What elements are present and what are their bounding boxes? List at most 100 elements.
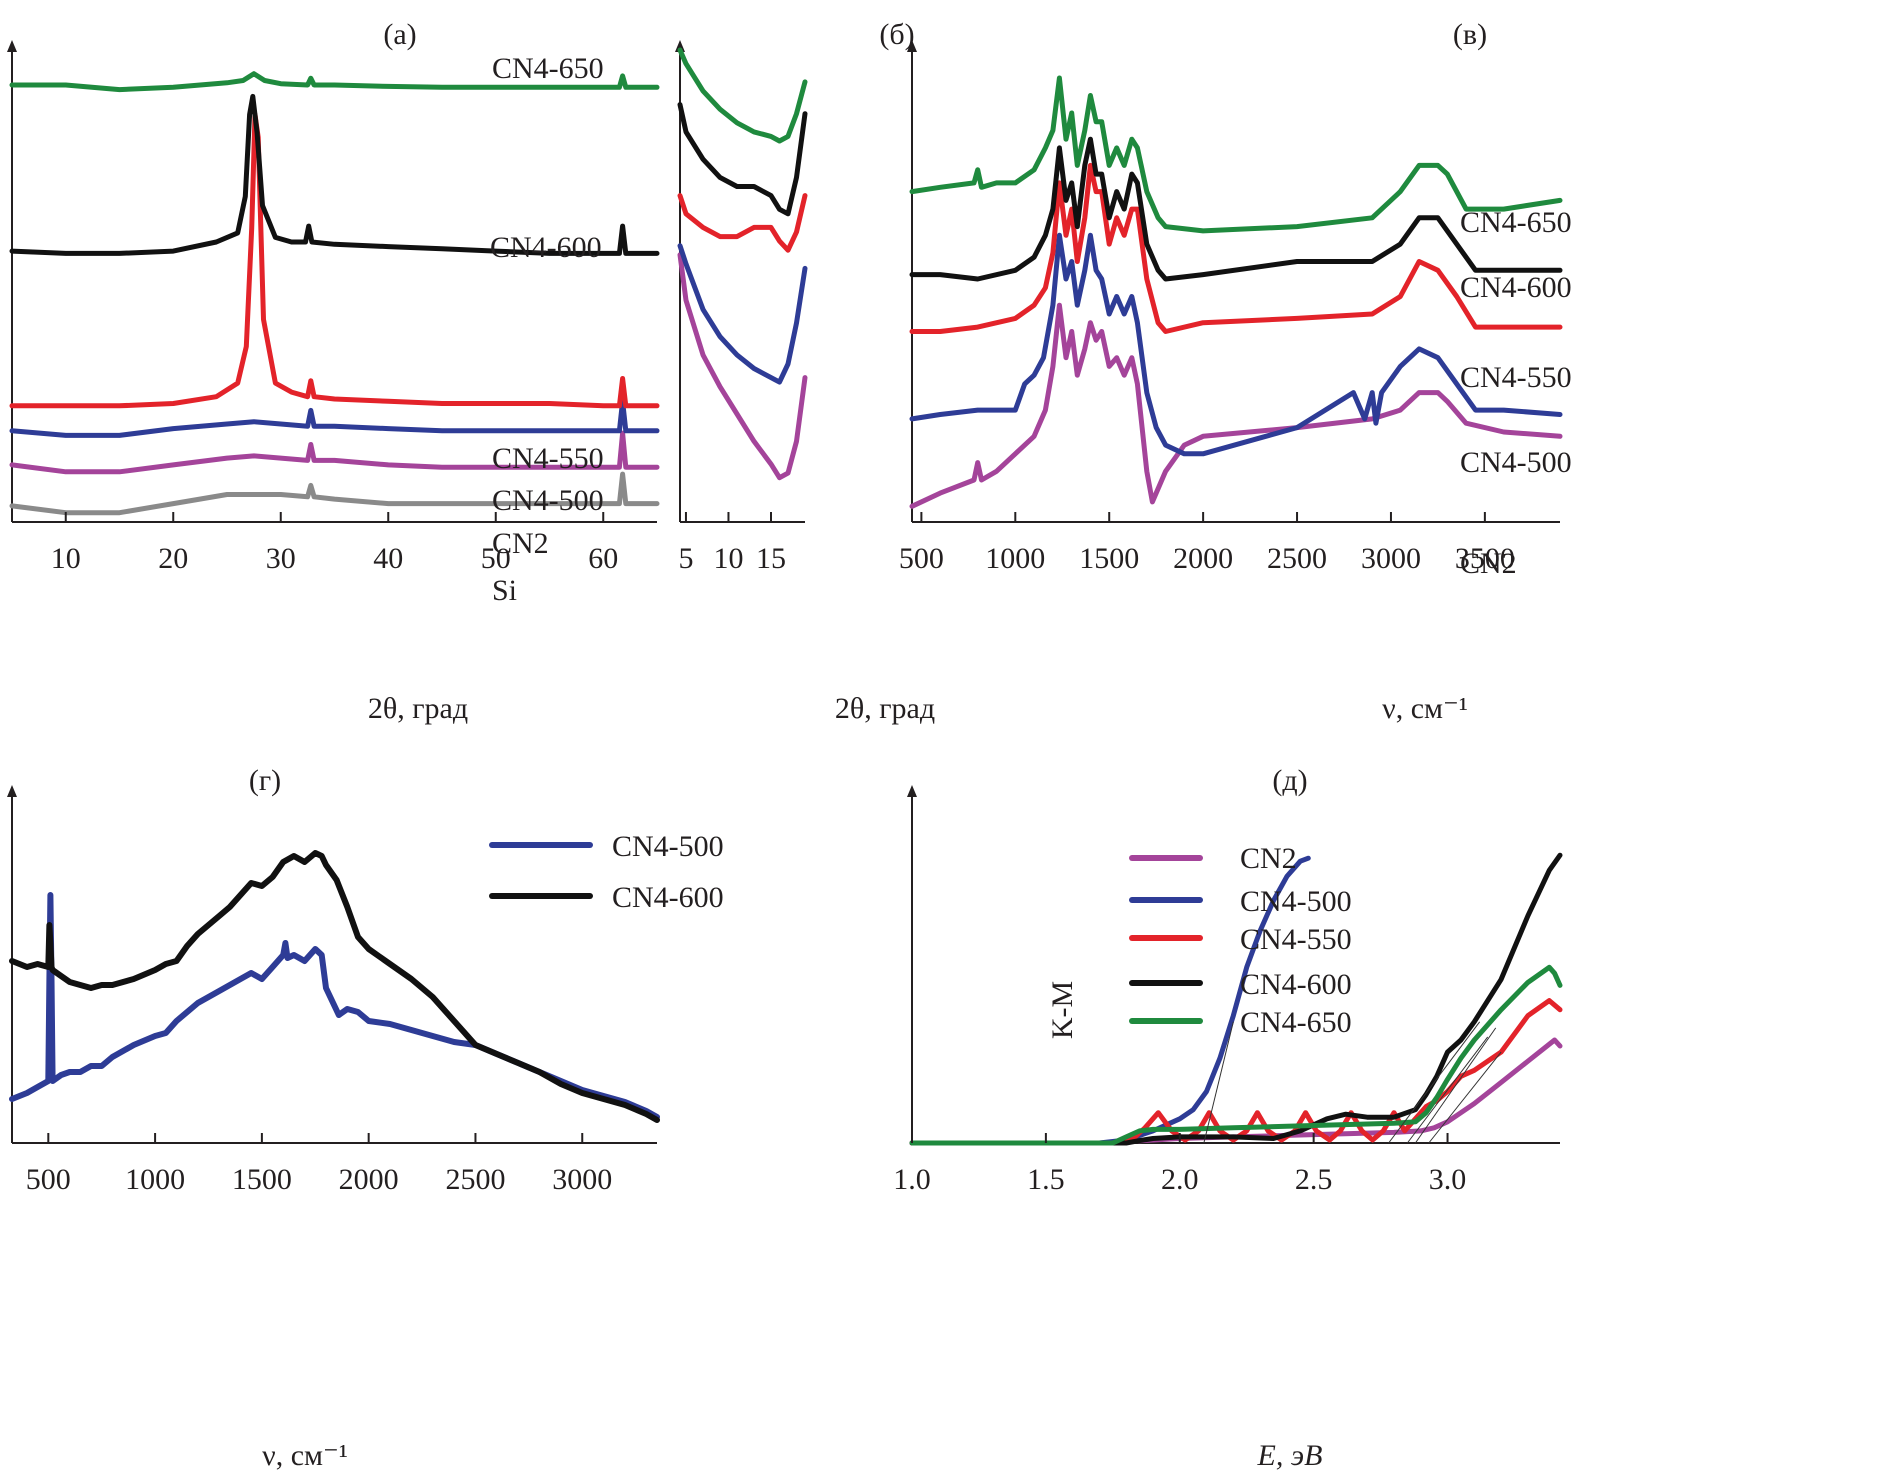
- tick-label: 15: [756, 542, 786, 575]
- tick-label: 2000: [339, 1163, 399, 1196]
- tick-label: 2500: [1267, 542, 1327, 575]
- panel-b-ticks: 5 10 15: [678, 512, 786, 575]
- tick-label: 3000: [1361, 542, 1421, 575]
- tick-label: 5: [678, 542, 693, 575]
- panel-v-ticks: 500 1000 1500 2000 2500 3000 3500: [899, 512, 1515, 575]
- legend-label-d-cn4-650: CN4-650: [1240, 1006, 1352, 1039]
- panel-d-title: (д): [1272, 764, 1307, 797]
- series-line-a-cn2: [9, 430, 660, 475]
- legend-label-d-cn4-600: CN4-600: [1240, 968, 1352, 1001]
- series-label-v-cn2: CN2: [1460, 547, 1517, 580]
- tick-label: 10: [713, 542, 743, 575]
- series-line-b-cn4-500: [677, 243, 808, 385]
- panel-b-series: [677, 47, 808, 481]
- series-label-v-cn4-500: CN4-500: [1460, 446, 1572, 479]
- panel-v: (в) 500 1000 1500 2000 2500 3000 3500 ν, см⁻¹ …: [899, 18, 1572, 725]
- series-line-a-cn4-600: [9, 93, 660, 256]
- tick-label: 2.0: [1161, 1163, 1199, 1196]
- tangent-line: [1406, 1036, 1489, 1144]
- panel-v-series: [909, 75, 1563, 509]
- tick-label: 2500: [445, 1163, 505, 1196]
- panel-a: (а) 10 20 30 40 50 60 2θ, град CN4-650 CN4-60…: [7, 18, 660, 725]
- series-line-b-cn4-650: [677, 47, 808, 144]
- tick-label: 500: [26, 1163, 71, 1196]
- tick-label: 3500: [1455, 542, 1515, 575]
- panel-d-legend: CN2 CN4-500 CN4-550 CN4-600 CN4-650: [1129, 842, 1352, 1039]
- tick-label: 20: [158, 542, 188, 575]
- series-line-a-si: [9, 471, 660, 516]
- series-label-cn4-650: CN4-650: [492, 52, 604, 85]
- panel-b-xlabel: 2θ, град: [835, 692, 935, 725]
- tangent-line: [1203, 1021, 1234, 1144]
- series-line-v-cn4-650: [909, 75, 1563, 234]
- tick-label: 1.5: [1027, 1163, 1065, 1196]
- series-line-b-cn2: [677, 252, 808, 481]
- panel-g-axes: [7, 785, 657, 1144]
- legend-label-cn4-500: CN4-500: [612, 830, 724, 863]
- tick-label: 1.0: [893, 1163, 931, 1196]
- tick-label: 2000: [1173, 542, 1233, 575]
- series-line-d-cn4-550: [909, 998, 1563, 1146]
- series-label-cn4-550: CN4-550: [492, 442, 604, 475]
- tick-label: 500: [899, 542, 944, 575]
- panel-g-title: (г): [249, 764, 281, 797]
- tangent-line: [1428, 1051, 1502, 1144]
- panel-b: (б) 5 10 15 2θ, град: [675, 18, 935, 725]
- tick-label: 3.0: [1429, 1163, 1467, 1196]
- series-line-a-cn4-550: [9, 112, 660, 409]
- panel-g-xlabel: ν, см⁻¹: [262, 1439, 348, 1472]
- panel-g: (г) 500 1000 1500 2000 2500 3000 ν, см⁻¹ CN4-…: [7, 764, 724, 1472]
- panel-v-axes: [907, 40, 1560, 523]
- panel-a-title: (а): [383, 18, 416, 51]
- tick-label: 30: [266, 542, 296, 575]
- legend-label-d-cn4-500: CN4-500: [1240, 885, 1352, 918]
- series-line-d-cn4-650: [909, 964, 1563, 1146]
- panel-d-ticks: 1.0 1.5 2.0 2.5 3.0: [893, 1133, 1466, 1196]
- tick-label: 2.5: [1295, 1163, 1333, 1196]
- legend-label-d-cn2: CN2: [1240, 842, 1297, 875]
- panel-a-series: [9, 71, 660, 516]
- panel-g-series: [9, 850, 660, 1123]
- panel-d-series: [909, 852, 1563, 1146]
- series-line-v-cn4-550: [909, 162, 1563, 334]
- series-line-v-cn4-500: [909, 232, 1563, 457]
- series-line-v-cn4-600: [909, 136, 1563, 282]
- tick-label: 40: [373, 542, 403, 575]
- panel-a-axes: [7, 40, 657, 523]
- panel-b-title: (б): [879, 18, 914, 51]
- series-label-cn2: CN2: [492, 527, 549, 560]
- panel-b-axes: [675, 40, 805, 523]
- series-line-g-cn4-600: [9, 850, 660, 1123]
- series-line-a-cn4-650: [9, 71, 660, 93]
- panel-a-xlabel: 2θ, град: [368, 692, 468, 725]
- tick-label: 10: [51, 542, 81, 575]
- tick-label: 1500: [232, 1163, 292, 1196]
- legend-label-d-cn4-550: CN4-550: [1240, 923, 1352, 956]
- panel-v-xlabel: ν, см⁻¹: [1382, 692, 1468, 725]
- series-line-b-cn4-550: [677, 193, 808, 253]
- panel-d-ylabel: K-M: [1046, 981, 1079, 1039]
- panel-d-xlabel: E, эВ: [1257, 1439, 1323, 1472]
- series-label-v-cn4-650: CN4-650: [1460, 206, 1572, 239]
- series-label-cn4-600: CN4-600: [490, 231, 602, 264]
- series-label-si: Si: [492, 574, 517, 607]
- series-line-b-cn4-600: [677, 102, 808, 217]
- legend-label-cn4-600: CN4-600: [612, 881, 724, 914]
- panel-g-ticks: 500 1000 1500 2000 2500 3000: [26, 1133, 612, 1196]
- panel-d-tangents: [1203, 1021, 1502, 1144]
- series-line-a-cn4-500: [9, 398, 660, 438]
- panel-d: (д) 1.0 1.5 2.0 2.5 3.0 E, эВ K-M CN2 CN4-50…: [893, 764, 1563, 1472]
- tick-label: 3000: [552, 1163, 612, 1196]
- tick-label: 1000: [125, 1163, 185, 1196]
- tick-label: 50: [481, 542, 511, 575]
- tick-label: 1500: [1079, 542, 1139, 575]
- tick-label: 1000: [985, 542, 1045, 575]
- panel-g-legend: CN4-500 CN4-600: [489, 830, 724, 914]
- series-label-v-cn4-550: CN4-550: [1460, 361, 1572, 394]
- panel-v-title: (в): [1453, 18, 1487, 51]
- series-line-d-cn4-600: [909, 852, 1563, 1146]
- tangent-line: [1414, 1027, 1497, 1144]
- panel-d-axes: [907, 785, 1560, 1144]
- tangent-line: [1388, 1021, 1481, 1144]
